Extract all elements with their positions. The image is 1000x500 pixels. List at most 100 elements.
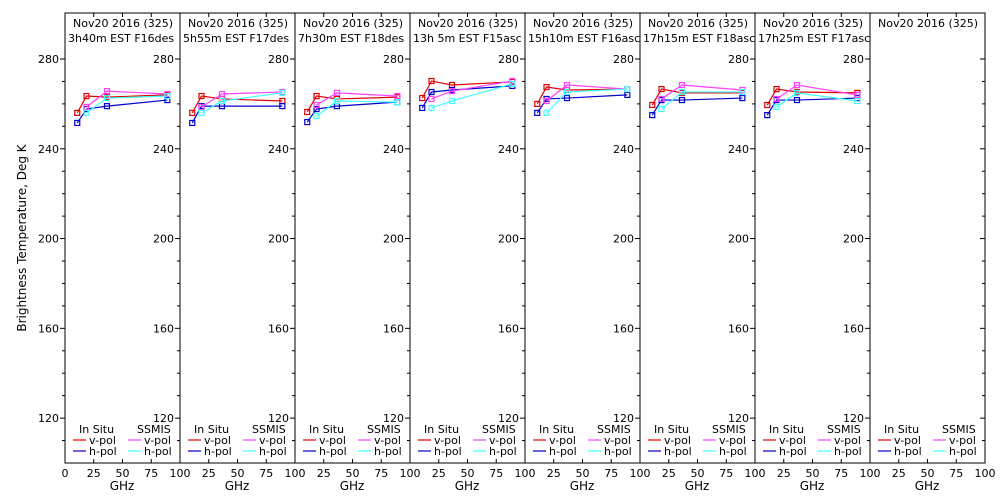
data-point-ssmis_h [509,80,516,88]
data-point-ssmis_v [678,81,686,89]
x-tick-label: 50 [346,467,360,480]
data-point-insitu_h [189,119,196,127]
y-tick-label: 280 [153,53,174,66]
panel-7: Nov20 2016 (325) 17h25m EST F17asc 25 50 75 1… [754,12,881,493]
data-point-ssmis_h [428,104,435,112]
x-tick-label: 50 [116,467,130,480]
legend-label-ssmis_h: h-pol [144,445,172,458]
series-line-ssmis_v [776,84,858,100]
legend-label-ssmis_h: h-pol [374,445,402,458]
legend-group-ssmis: SSMIS [827,423,861,436]
x-tick-label: 50 [921,467,935,480]
data-point-insitu_h [313,105,320,113]
y-tick-label: 200 [613,233,634,246]
series-line-ssmis_v [201,91,283,108]
legend-group-in-situ: In Situ [194,423,229,436]
series-line-insitu_v [191,95,283,114]
data-point-insitu_v [83,92,90,100]
legend-label-ssmis_v: v-pol [259,434,286,447]
data-point-insitu_h [563,94,571,102]
series-line-ssmis_h [86,95,168,114]
data-point-ssmis_h [543,109,550,116]
y-axis-label: Brightness Temperature, Deg K [15,143,29,331]
legend-label-insitu_h: h-pol [664,445,692,458]
series-line-insitu_h [536,94,628,114]
data-point-insitu_h [534,109,541,116]
series-line-ssmis_v [431,80,513,100]
data-point-insitu_h [279,103,286,110]
x-axis-label: GHz [455,479,480,493]
data-point-ssmis_v [103,87,111,95]
series-line-insitu_h [766,97,858,116]
legend-label-ssmis_h: h-pol [834,445,862,458]
data-point-ssmis_h [678,88,686,96]
legend-group-ssmis: SSMIS [137,423,171,436]
y-tick-label: 160 [843,322,864,335]
data-point-ssmis_v [394,92,401,100]
data-point-insitu_h [304,118,311,126]
data-point-insitu_h [678,96,686,104]
panel-title-date: Nov20 2016 (325) [73,17,173,30]
x-tick-label: 75 [604,467,618,480]
panel-title-date: Nov20 2016 (325) [648,17,748,30]
legend-label-ssmis_h: h-pol [259,445,287,458]
data-point-ssmis_h [658,105,665,113]
legend-label-ssmis_v: v-pol [374,434,401,447]
y-tick-label: 200 [843,233,864,246]
legend-label-insitu_h: h-pol [89,445,117,458]
data-point-insitu_v [304,108,311,116]
y-tick-label: 240 [498,143,519,156]
series-line-insitu_h [76,99,168,124]
x-tick-label: 25 [662,467,676,480]
y-tick-label: 200 [498,233,519,246]
data-point-ssmis_h [854,97,861,105]
x-tick-label: 25 [432,467,446,480]
data-point-ssmis_v [428,95,435,103]
series-line-insitu_h [421,85,513,109]
panel-6: Nov20 2016 (325) 17h15m EST F18asc 25 50 75 1… [639,12,766,493]
data-point-ssmis_v [793,81,801,89]
data-point-insitu_h [793,96,801,104]
x-tick-label: 100 [285,467,306,480]
x-axis-label: GHz [340,479,365,493]
series-line-ssmis_h [776,92,858,108]
legend-group-in-situ: In Situ [424,423,459,436]
series-line-insitu_v [766,88,858,106]
data-point-insitu_h [764,112,771,119]
data-point-ssmis_v [198,103,205,111]
y-tick-label: 120 [728,412,749,425]
y-tick-label: 120 [38,412,59,425]
series-line-ssmis_v [546,84,628,102]
data-point-ssmis_h [313,112,320,120]
legend-label-ssmis_h: h-pol [949,445,977,458]
legend-group-in-situ: In Situ [309,423,344,436]
series-line-insitu_h [651,97,743,116]
panel-title-date: Nov20 2016 (325) [303,17,403,30]
data-point-insitu_h [419,104,426,112]
y-tick-label: 240 [268,143,289,156]
series-line-insitu_v [536,86,628,105]
legend-label-insitu_v: v-pol [89,434,116,447]
legend-label-insitu_v: v-pol [204,434,231,447]
legend-label-insitu_h: h-pol [779,445,807,458]
y-tick-label: 240 [153,143,174,156]
data-point-ssmis_h [624,85,631,93]
x-tick-label: 100 [860,467,881,480]
legend-label-insitu_v: v-pol [779,434,806,447]
legend-group-ssmis: SSMIS [252,423,286,436]
legend-group-ssmis: SSMIS [597,423,631,436]
panel-title-time: 13h 5m EST F15asc [413,32,522,45]
panel-title-date: Nov20 2016 (325) [188,17,288,30]
series-line-ssmis_v [86,90,168,108]
data-point-insitu_v [543,83,550,91]
data-point-ssmis_h [394,98,401,106]
data-point-ssmis_v [773,95,780,103]
y-tick-label: 280 [38,53,59,66]
x-tick-label: 25 [777,467,791,480]
data-point-insitu_h [74,119,81,127]
legend-label-insitu_h: h-pol [204,445,232,458]
